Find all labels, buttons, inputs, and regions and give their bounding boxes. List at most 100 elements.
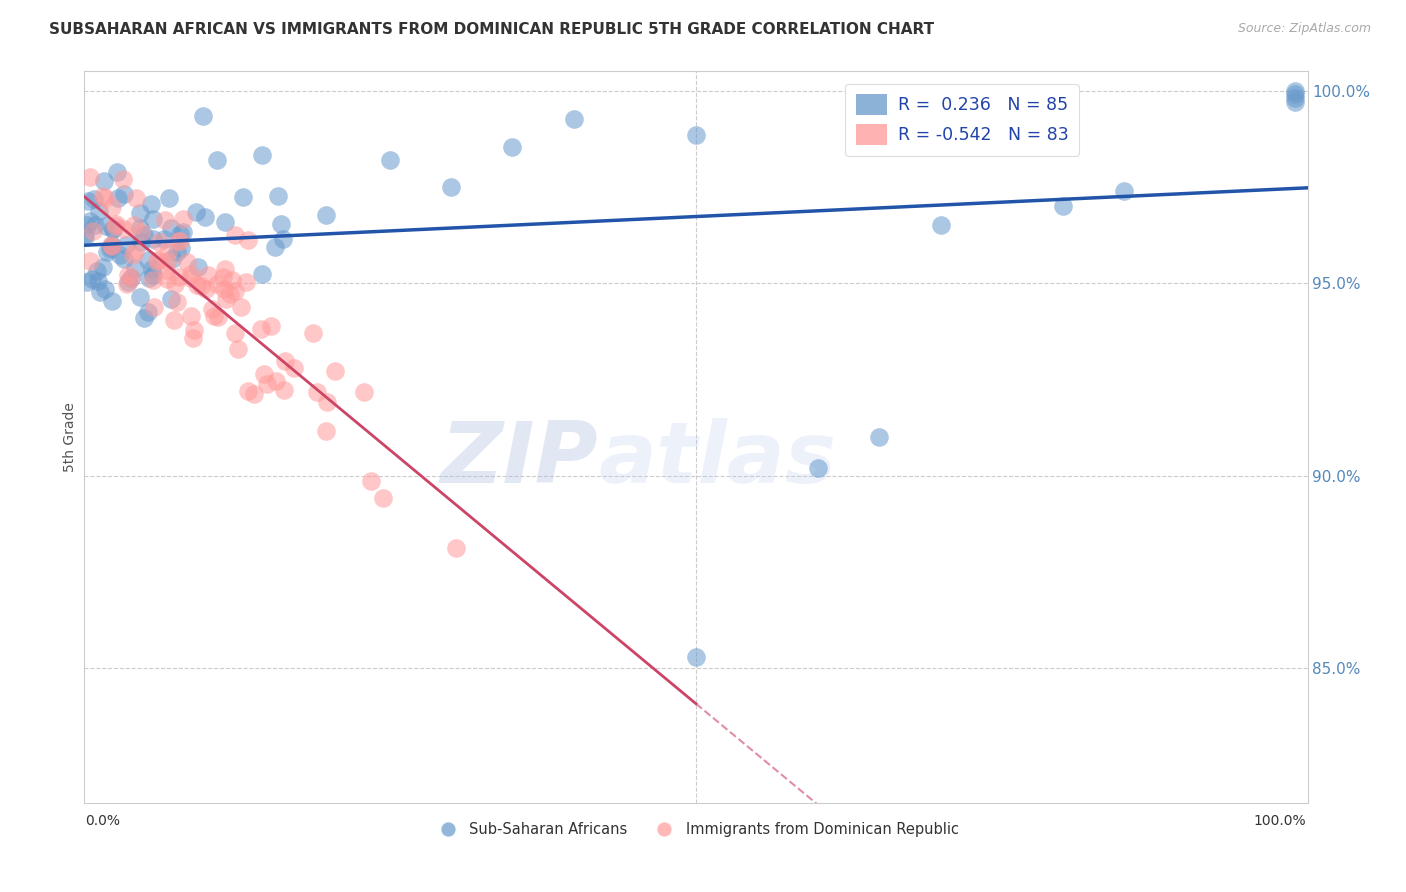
Point <box>301 326 323 340</box>
Point <box>112 222 135 236</box>
Point <box>163 277 186 292</box>
Point <box>242 387 264 401</box>
Point <box>212 282 235 296</box>
Point <box>232 189 254 203</box>
Point <box>93 174 115 188</box>
Point <box>124 191 146 205</box>
Point <box>100 294 122 309</box>
Point <box>1284 84 1306 98</box>
Point <box>224 227 246 242</box>
Point <box>502 140 524 154</box>
Point <box>929 219 952 233</box>
Point <box>172 212 194 227</box>
Point <box>105 165 128 179</box>
Point <box>270 217 292 231</box>
Point <box>82 272 104 286</box>
Point <box>186 277 208 292</box>
Point <box>186 205 208 219</box>
Point <box>224 326 246 340</box>
Point <box>107 191 129 205</box>
Point <box>77 194 100 208</box>
Point <box>191 109 214 123</box>
Point <box>129 221 152 235</box>
Point <box>100 240 122 254</box>
Point <box>117 275 139 289</box>
Point <box>155 262 177 277</box>
Point <box>183 323 205 337</box>
Point <box>169 234 191 248</box>
Point <box>221 273 243 287</box>
Point <box>134 311 156 326</box>
Point <box>108 248 131 262</box>
Point <box>169 241 191 255</box>
Point <box>166 234 188 248</box>
Point <box>76 218 98 232</box>
Point <box>143 300 166 314</box>
Point <box>172 226 194 240</box>
Point <box>111 172 134 186</box>
Point <box>195 282 218 296</box>
Point <box>115 277 138 292</box>
Point <box>138 270 160 285</box>
Point <box>163 313 186 327</box>
Point <box>73 227 96 241</box>
Point <box>139 197 162 211</box>
Point <box>87 274 110 288</box>
Point <box>86 263 108 277</box>
Point <box>180 270 202 285</box>
Point <box>115 238 138 252</box>
Point <box>264 374 287 388</box>
Point <box>807 461 830 475</box>
Point <box>226 342 249 356</box>
Point <box>167 269 190 284</box>
Legend: Sub-Saharan Africans, Immigrants from Dominican Republic: Sub-Saharan Africans, Immigrants from Do… <box>427 816 965 843</box>
Point <box>76 275 98 289</box>
Text: atlas: atlas <box>598 417 837 500</box>
Point <box>93 260 115 274</box>
Point <box>83 192 105 206</box>
Point <box>89 285 111 299</box>
Point <box>229 301 252 315</box>
Y-axis label: 5th Grade: 5th Grade <box>63 402 77 472</box>
Text: Source: ZipAtlas.com: Source: ZipAtlas.com <box>1237 22 1371 36</box>
Point <box>124 244 146 259</box>
Point <box>315 424 337 438</box>
Point <box>160 292 183 306</box>
Point <box>360 474 382 488</box>
Point <box>124 260 146 275</box>
Point <box>274 354 297 368</box>
Point <box>148 253 170 268</box>
Point <box>157 244 180 259</box>
Point <box>142 273 165 287</box>
Point <box>205 277 228 292</box>
Point <box>207 310 229 324</box>
Point <box>120 271 142 285</box>
Point <box>121 248 143 262</box>
Point <box>93 189 115 203</box>
Point <box>120 270 142 285</box>
Point <box>1052 199 1074 213</box>
Point <box>94 219 117 233</box>
Point <box>142 232 165 246</box>
Point <box>323 364 346 378</box>
Point <box>112 187 135 202</box>
Point <box>253 368 276 382</box>
Point <box>180 310 202 324</box>
Point <box>114 252 136 267</box>
Point <box>129 225 152 239</box>
Point <box>193 210 215 224</box>
Point <box>166 245 188 260</box>
Point <box>250 322 273 336</box>
Point <box>131 235 153 249</box>
Point <box>380 153 402 168</box>
Point <box>190 279 212 293</box>
Point <box>100 238 122 252</box>
Point <box>201 302 224 317</box>
Point <box>235 275 257 289</box>
Point <box>104 217 127 231</box>
Text: SUBSAHARAN AFRICAN VS IMMIGRANTS FROM DOMINICAN REPUBLIC 5TH GRADE CORRELATION C: SUBSAHARAN AFRICAN VS IMMIGRANTS FROM DO… <box>49 22 935 37</box>
Point <box>134 228 156 243</box>
Point <box>224 285 246 299</box>
Point <box>685 649 707 664</box>
Point <box>156 254 179 268</box>
